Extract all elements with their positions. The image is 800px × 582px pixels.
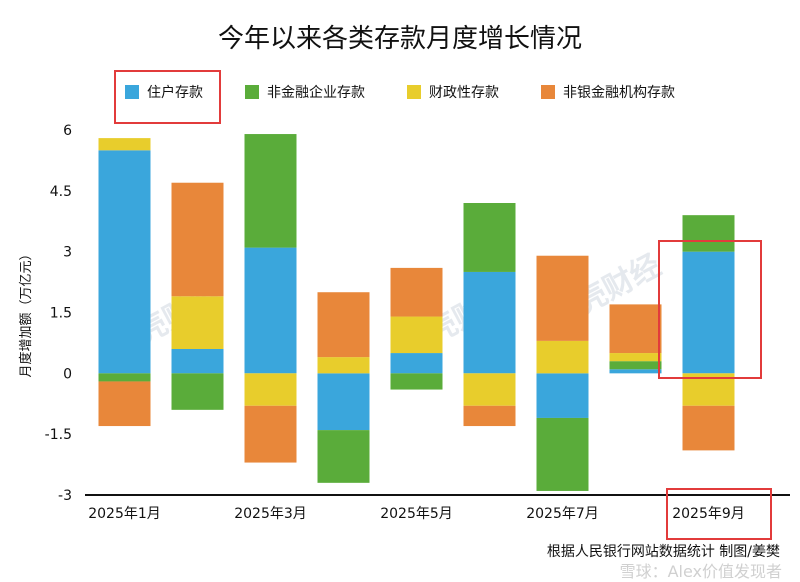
x-tick-label-3: 2025年7月: [526, 506, 599, 522]
bar-segment-5-1: [463, 203, 516, 272]
bar-segment-4-2: [390, 316, 443, 354]
legend-label-3: 非银金融机构存款: [563, 85, 675, 101]
legend-swatch-3: [541, 85, 555, 99]
bar-segment-0-1: [98, 373, 151, 382]
bar-segment-4-1: [390, 373, 443, 390]
legend-item-0: 住户存款: [125, 82, 203, 102]
y-tick-label-1: -1.5: [45, 427, 72, 443]
bar-segment-3-2: [317, 357, 370, 374]
watermark-tag: 雪球：Alex价值发现者: [619, 562, 782, 581]
highlight-box-sep-bar: [658, 240, 762, 379]
bar-segment-4-0: [390, 353, 443, 374]
y-tick-label-0: -3: [58, 488, 72, 504]
bar-segment-3-1: [317, 430, 370, 483]
x-tick-label-2: 2025年5月: [380, 506, 453, 522]
x-tick-label-1: 2025年3月: [234, 506, 307, 522]
legend-label-2: 财政性存款: [429, 85, 499, 101]
bar-segment-5-2: [463, 373, 516, 406]
legend-item-2: 财政性存款: [407, 82, 499, 102]
legend: 住户存款 非金融企业存款 财政性存款 非银金融机构存款: [125, 80, 675, 104]
y-tick-label-4: 3: [63, 245, 72, 261]
x-tick-label-0: 2025年1月: [88, 506, 161, 522]
bar-segment-8-1: [682, 215, 735, 252]
bar-segment-5-3: [463, 405, 516, 427]
bar-segment-2-3: [244, 405, 297, 463]
bar-segment-3-0: [317, 373, 370, 431]
bar-segment-6-2: [536, 340, 589, 374]
bar-segment-8-0: [682, 251, 735, 374]
legend-swatch-0: [125, 85, 139, 99]
y-tick-label-3: 1.5: [50, 306, 72, 322]
bar-segment-6-1: [536, 417, 589, 491]
y-axis-label: 月度增加额（万亿元）: [18, 247, 34, 377]
bar-segment-1-0: [171, 349, 224, 374]
x-tick-label-4: 2025年9月: [672, 506, 745, 522]
bar-segment-5-0: [463, 271, 516, 374]
bar-segment-2-1: [244, 134, 297, 248]
bar-segment-1-2: [171, 296, 224, 349]
bar-segment-2-0: [244, 247, 297, 374]
legend-label-1: 非金融企业存款: [267, 85, 365, 101]
legend-item-1: 非金融企业存款: [245, 82, 365, 102]
bar-segment-7-3: [609, 304, 662, 354]
bar-segment-7-1: [609, 361, 662, 370]
bar-segment-2-2: [244, 373, 297, 406]
y-tick-label-2: 0: [63, 366, 72, 382]
bar-segment-0-2: [98, 138, 151, 151]
y-tick-label-5: 4.5: [50, 184, 72, 200]
legend-label-0: 住户存款: [147, 85, 203, 101]
legend-swatch-2: [407, 85, 421, 99]
bar-segment-0-3: [98, 381, 151, 427]
bar-segment-1-1: [171, 373, 224, 410]
y-tick-label-6: 6: [63, 123, 72, 139]
legend-item-3: 非银金融机构存款: [541, 82, 675, 102]
bar-segment-7-2: [609, 353, 662, 362]
bar-segment-0-0: [98, 150, 151, 374]
source-note: 根据人民银行网站数据统计 制图/姜樊: [546, 544, 780, 560]
bar-segment-4-3: [390, 267, 443, 317]
bar-segment-6-0: [536, 373, 589, 418]
bar-segment-7-0: [609, 369, 662, 374]
chart-title: 今年以来各类存款月度增长情况: [217, 24, 582, 54]
highlight-box-legend: [114, 70, 221, 124]
bar-segment-3-3: [317, 292, 370, 358]
bar-segment-1-3: [171, 182, 224, 297]
highlight-box-sep-label: [666, 488, 772, 540]
bar-segment-6-3: [536, 255, 589, 341]
bar-segment-8-3: [682, 405, 735, 451]
legend-swatch-1: [245, 85, 259, 99]
